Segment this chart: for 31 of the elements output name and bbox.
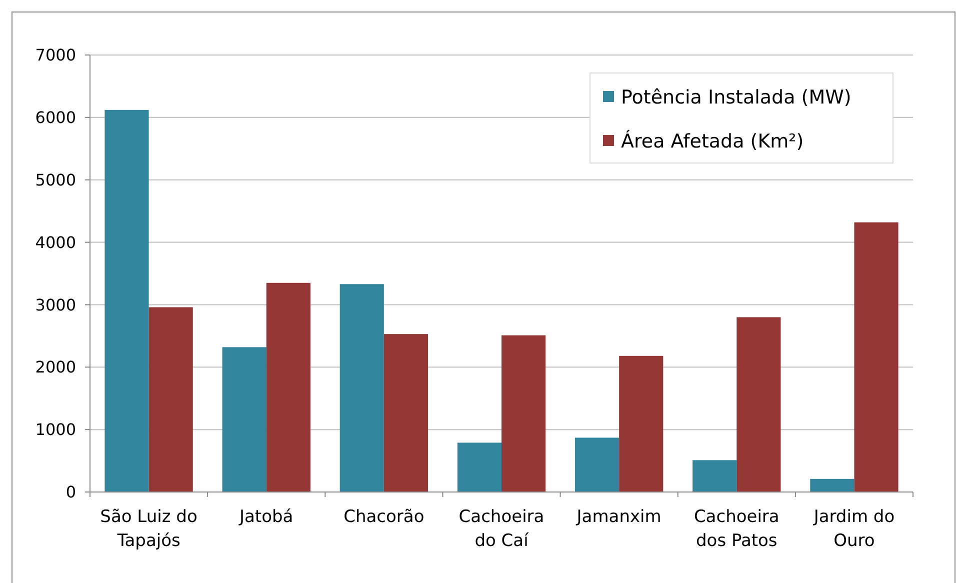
bar <box>619 356 664 492</box>
y-tick-label: 6000 <box>35 108 76 128</box>
bar <box>148 307 193 492</box>
bar <box>222 347 266 492</box>
x-tick-label: Jardim do Ouro <box>812 507 895 551</box>
bar <box>810 478 854 492</box>
x-tick-label: Cachoeira do Caí <box>458 507 544 551</box>
y-tick-label: 2000 <box>35 358 76 377</box>
x-tick-label: Cachoeira dos Patos <box>694 507 780 551</box>
legend-label: Potência Instalada (MW) <box>621 86 852 109</box>
y-tick-label: 4000 <box>35 232 76 252</box>
x-tick-label: Jamanxim <box>576 507 662 527</box>
x-tick-label: São Luiz do Tapajós <box>100 507 198 551</box>
bar <box>340 284 384 492</box>
bar <box>574 438 620 492</box>
bar <box>384 334 428 492</box>
legend-label: Área Afetada (Km²) <box>621 130 804 153</box>
bar <box>502 335 546 492</box>
y-tick-label: 3000 <box>35 295 76 314</box>
bar <box>854 222 898 492</box>
y-tick-label: 1000 <box>35 420 76 440</box>
bar <box>266 282 310 492</box>
y-tick-label: 0 <box>66 482 76 502</box>
x-tick-label: Chacorão <box>344 507 424 527</box>
bar <box>692 460 737 492</box>
y-tick-label: 5000 <box>35 170 76 190</box>
x-tick-label: Jatobá <box>238 507 294 527</box>
bar <box>736 317 781 492</box>
bar <box>104 110 149 492</box>
bar <box>457 442 502 492</box>
y-tick-label: 7000 <box>35 46 76 65</box>
